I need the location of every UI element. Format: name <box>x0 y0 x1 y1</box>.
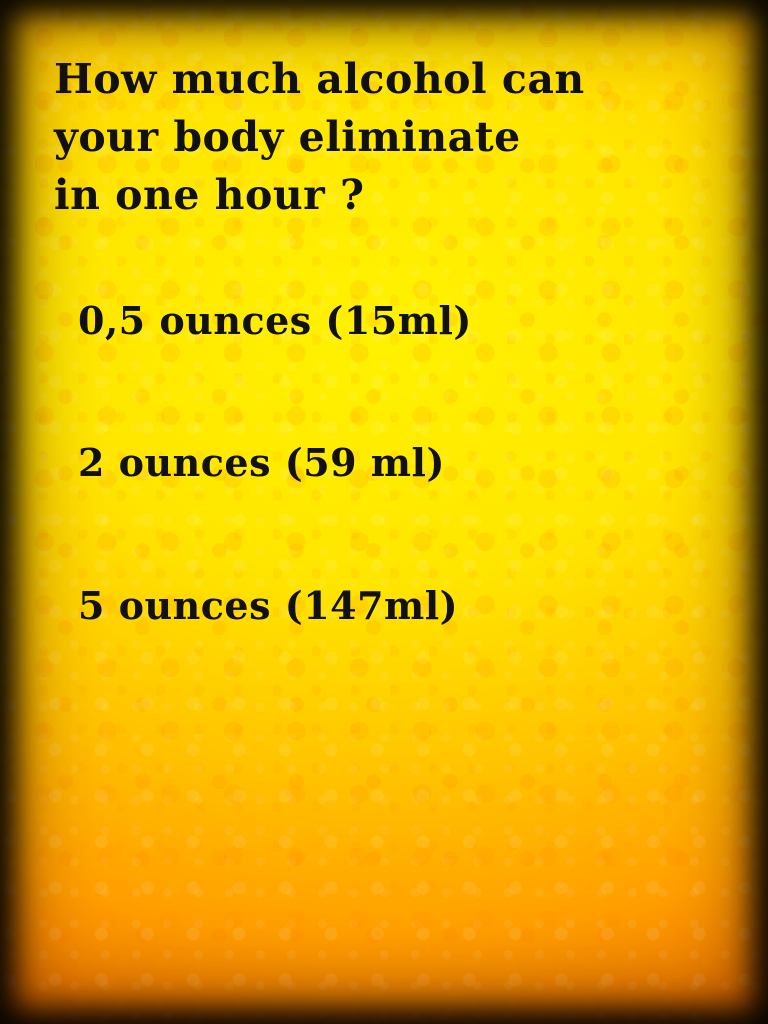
question-line: your body eliminate <box>54 113 521 161</box>
question-title: How much alcohol can your body eliminate… <box>54 50 734 224</box>
question-line: in one hour ? <box>54 171 365 219</box>
answer-option-1[interactable]: 0,5 ounces (15ml) <box>78 298 472 343</box>
question-line: How much alcohol can <box>54 55 585 103</box>
answer-option-2[interactable]: 2 ounces (59 ml) <box>78 440 445 485</box>
answer-option-3[interactable]: 5 ounces (147ml) <box>78 583 459 628</box>
